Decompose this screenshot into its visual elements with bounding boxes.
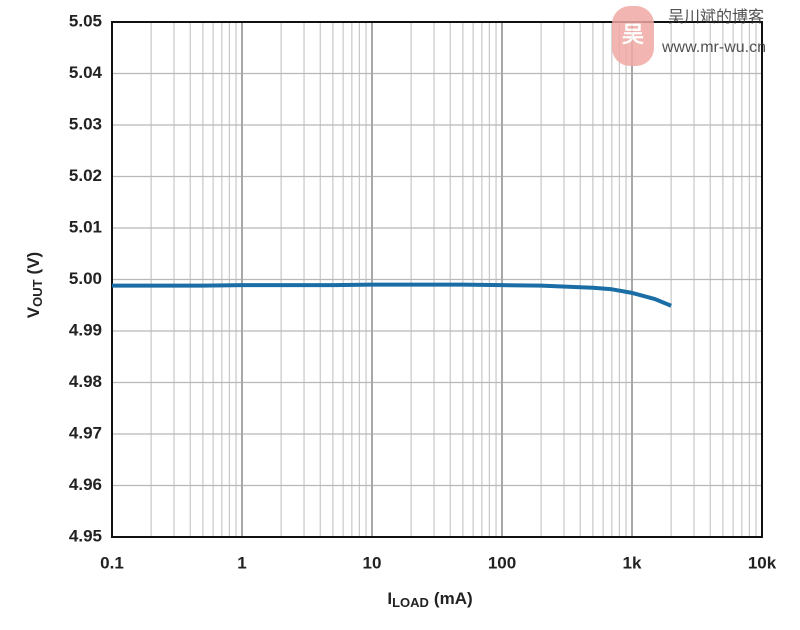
y-tick-label: 4.97 — [69, 423, 102, 442]
watermark: 吴 吴川斌的博客 www.mr-wu.cn — [612, 6, 766, 66]
grid — [111, 21, 763, 538]
series-line — [112, 282, 672, 308]
x-tick-label: 0.1 — [100, 553, 124, 572]
y-tick-label: 5.00 — [69, 269, 102, 288]
x-tick-label: 100 — [488, 553, 516, 572]
y-tick-label: 4.95 — [69, 526, 102, 545]
watermark-url: www.mr-wu.cn — [661, 39, 766, 56]
watermark-icon-bg — [612, 6, 654, 66]
y-tick-label: 4.98 — [69, 372, 102, 391]
x-tick-label: 1k — [623, 553, 642, 572]
watermark-title: 吴川斌的博客 — [668, 8, 764, 26]
y-tick-label: 5.02 — [69, 166, 102, 185]
y-tick-label: 5.03 — [69, 114, 102, 133]
x-tick-label: 10k — [748, 553, 777, 572]
plot-frame — [111, 21, 763, 538]
y-tick-label: 5.05 — [69, 11, 102, 30]
x-tick-label: 10 — [363, 553, 382, 572]
watermark-icon: 吴 — [622, 22, 644, 47]
y-tick-label: 4.99 — [69, 320, 102, 339]
marks — [112, 282, 672, 308]
y-axis-label: VOUT(V) — [24, 252, 45, 318]
y-tick-label: 5.01 — [69, 217, 102, 236]
y-tick-label: 5.04 — [69, 63, 103, 82]
y-tick-label: 4.96 — [69, 475, 102, 494]
x-tick-label: 1 — [237, 553, 246, 572]
x-axis-label: ILOAD (mA) — [387, 589, 472, 610]
